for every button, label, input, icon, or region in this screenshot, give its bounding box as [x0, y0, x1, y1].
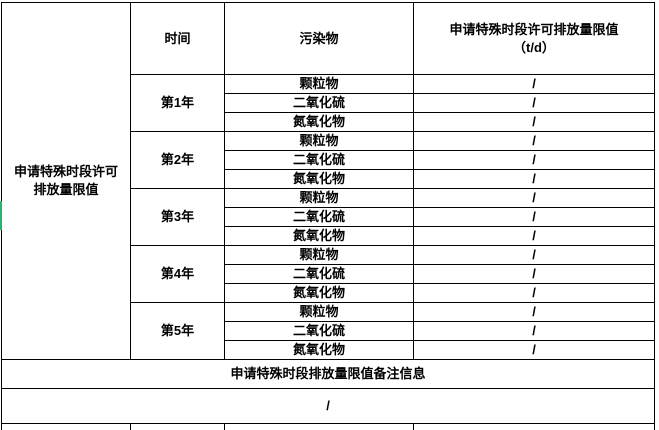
left-edge-marker — [0, 201, 2, 230]
partial-cell — [413, 423, 655, 430]
table-row: 第1年 颗粒物 / — [2, 74, 655, 132]
year-2-cell: 第2年 — [130, 131, 225, 189]
table-row: 二氧化硫 / — [2, 207, 655, 227]
value-cell: / — [413, 340, 655, 360]
header-time: 时间 — [130, 2, 225, 75]
remark-label-row: 申请特殊时段排放量限值备注信息 — [1, 359, 655, 389]
partial-cell — [130, 423, 225, 430]
pollutant-cell: 氮氧化物 — [224, 169, 414, 189]
value-cell: / — [413, 264, 655, 284]
table-row: 第3年 颗粒物 / — [2, 188, 655, 246]
table-row: 氮氧化物 / — [2, 340, 655, 360]
pollutant-cell: 二氧化硫 — [224, 321, 414, 341]
pollutant-cell: 氮氧化物 — [224, 283, 414, 303]
side-label-line1: 申请特殊时段许可 — [13, 164, 118, 180]
table-row: 氮氧化物 / — [2, 169, 655, 189]
pollutant-cell: 氮氧化物 — [224, 226, 414, 246]
value-cell: / — [413, 302, 655, 322]
pollutant-cell: 颗粒物 — [224, 74, 414, 94]
side-label-cell: 申请特殊时段许可 排放量限值 — [1, 2, 131, 360]
table-row: 第4年 颗粒物 / — [2, 245, 655, 303]
year-1-cell: 第1年 — [130, 74, 225, 132]
value-cell: / — [413, 150, 655, 170]
pollutant-cell: 二氧化硫 — [224, 150, 414, 170]
partial-cell — [1, 423, 131, 430]
pollutant-cell: 二氧化硫 — [224, 264, 414, 284]
table-row: 二氧化硫 / — [2, 93, 655, 113]
value-cell: / — [413, 112, 655, 132]
remark-value-row: / — [1, 388, 655, 424]
table-row: 二氧化硫 / — [2, 321, 655, 341]
pollutant-cell: 颗粒物 — [224, 131, 414, 151]
pollutant-cell: 二氧化硫 — [224, 93, 414, 113]
value-cell: / — [413, 74, 655, 94]
remark-label: 申请特殊时段排放量限值备注信息 — [1, 359, 655, 389]
header-pollutant: 污染物 — [224, 2, 414, 75]
value-cell: / — [413, 93, 655, 113]
value-cell: / — [413, 188, 655, 208]
pollutant-cell: 氮氧化物 — [224, 112, 414, 132]
value-cell: / — [413, 169, 655, 189]
partial-cell — [224, 423, 414, 430]
side-label-line2: 排放量限值 — [33, 182, 99, 197]
pollutant-cell: 二氧化硫 — [224, 207, 414, 227]
header-limit-line2: （t/d） — [513, 39, 555, 55]
value-cell: / — [413, 321, 655, 341]
header-limit-line1: 申请特殊时段许可排放量限值 — [449, 21, 619, 37]
remark-value: / — [1, 388, 655, 424]
year-5-cell: 第5年 — [130, 302, 225, 360]
value-cell: / — [413, 226, 655, 246]
year-4-cell: 第4年 — [130, 245, 225, 303]
value-cell: / — [413, 283, 655, 303]
partial-bottom-row — [1, 423, 655, 430]
table-row: 氮氧化物 / — [2, 283, 655, 303]
pollutant-cell: 氮氧化物 — [224, 340, 414, 360]
pollutant-cell: 颗粒物 — [224, 188, 414, 208]
table-header-row: 申请特殊时段许可 排放量限值 时间 污染物 申请特殊时段许可排放量限值 （t/d… — [1, 2, 655, 360]
pollutant-cell: 颗粒物 — [224, 245, 414, 265]
value-cell: / — [413, 207, 655, 227]
header-limit: 申请特殊时段许可排放量限值 （t/d） — [413, 2, 655, 75]
value-cell: / — [413, 245, 655, 265]
value-cell: / — [413, 131, 655, 151]
year-3-cell: 第3年 — [130, 188, 225, 246]
pollutant-cell: 颗粒物 — [224, 302, 414, 322]
table-row: 第2年 颗粒物 / — [2, 131, 655, 189]
